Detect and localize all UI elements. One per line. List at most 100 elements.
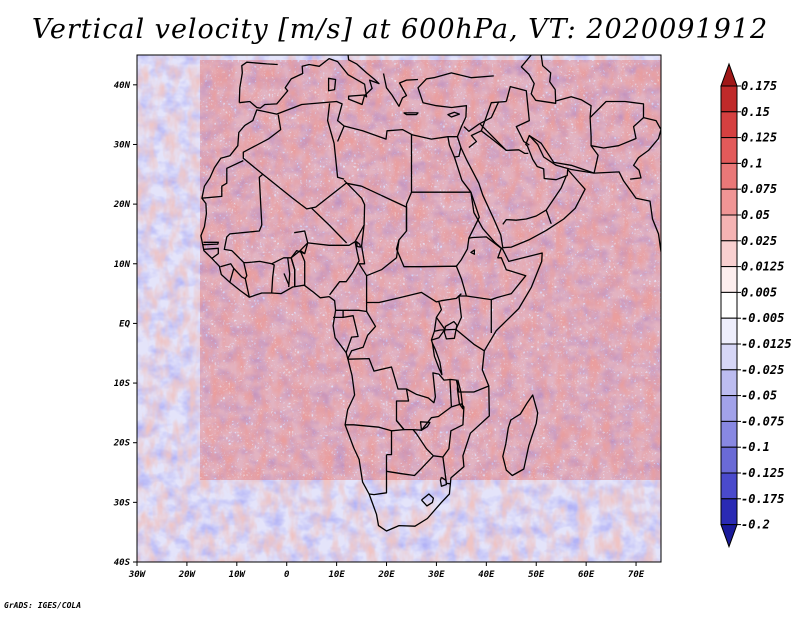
- lon-tick-label: 70E: [628, 570, 645, 580]
- lat-tick-label: 20N: [113, 200, 131, 210]
- convective-specks: [200, 60, 661, 480]
- plot-area: [137, 55, 661, 562]
- country-border: [243, 262, 248, 279]
- country-border: [491, 248, 527, 301]
- country-border: [342, 315, 359, 353]
- lake-volta: [283, 273, 290, 286]
- colorbar-segment: [720, 420, 738, 448]
- lon-tick-label: 20E: [377, 570, 395, 580]
- lat-tick-label: 30N: [113, 140, 131, 150]
- country-border: [442, 403, 465, 485]
- greece-coastline: [382, 73, 419, 107]
- colorbar-level-label: 0.175: [741, 79, 777, 93]
- country-border: [556, 96, 592, 118]
- colorbar-level-label: -0.075: [741, 414, 784, 428]
- caspian-coastline: [520, 55, 557, 104]
- country-border: [479, 123, 529, 155]
- country-border: [421, 493, 435, 507]
- colorbar-level-label: -0.2: [741, 518, 770, 532]
- lon-tick-label: 10E: [328, 570, 345, 580]
- country-border: [463, 101, 500, 132]
- colorbar-level-label: 0.025: [741, 234, 777, 248]
- map-axes: 40N 30N 20N 10N EQ 10S 20S 30S 40S 30W 20W 10W 0 10E 2…: [113, 81, 645, 580]
- madagascar-coastline: [502, 394, 539, 477]
- country-border: [406, 372, 440, 404]
- arabia-coastline: [460, 134, 661, 252]
- country-border: [505, 85, 530, 146]
- colorbar-level-label: 0.125: [741, 131, 777, 145]
- country-border: [347, 311, 377, 360]
- country-border: [455, 238, 470, 267]
- country-border: [438, 373, 490, 393]
- country-border: [335, 275, 368, 313]
- lake-tanganyika: [431, 342, 443, 376]
- country-border: [431, 317, 446, 341]
- lat-tick-label: 30S: [113, 498, 131, 508]
- lat-tick-label: 20S: [113, 439, 131, 449]
- country-border: [630, 116, 661, 180]
- colorbar-segment: [720, 446, 738, 474]
- colorbar-level-label: -0.1: [741, 440, 770, 454]
- country-border: [502, 209, 547, 225]
- colorbar-level-label: -0.05: [741, 389, 777, 403]
- country-border: [396, 378, 453, 431]
- colorbar-level-label: -0.0125: [741, 337, 792, 351]
- country-border: [361, 185, 408, 231]
- country-border: [480, 130, 507, 151]
- lat-tick-label: 40N: [114, 81, 131, 91]
- country-border: [366, 291, 462, 304]
- lake-chad: [355, 241, 362, 248]
- country-border: [299, 179, 366, 255]
- coastline-and-borders: [200, 55, 661, 532]
- country-border: [311, 207, 348, 244]
- colorbar-segment: [720, 395, 738, 422]
- colorbar-segment: [720, 214, 738, 242]
- colorbar-segment: [720, 317, 738, 345]
- country-border: [545, 209, 552, 225]
- sicily-coastline: [347, 94, 366, 106]
- country-border: [358, 224, 400, 277]
- country-border: [201, 160, 244, 199]
- iran-coastline: [528, 135, 595, 174]
- lon-tick-label: 40E: [478, 570, 495, 580]
- country-border: [258, 173, 264, 226]
- colorbar-level-label: -0.025: [741, 363, 784, 377]
- colorbar-level-label: 0.05: [741, 208, 770, 222]
- country-border: [294, 230, 309, 244]
- country-border: [439, 476, 448, 487]
- country-border: [202, 241, 219, 246]
- footer-credit: GrADS: IGES/COLA: [4, 601, 82, 610]
- colorbar-level-label: -0.125: [741, 466, 784, 480]
- colorbar-segment: [720, 291, 738, 319]
- country-border: [386, 455, 434, 477]
- country-border: [337, 125, 345, 142]
- lat-tick-label: 40S: [114, 558, 131, 568]
- country-border: [326, 103, 345, 180]
- country-border: [233, 268, 250, 298]
- crete-coastline: [403, 112, 419, 116]
- colorbar-segment: [720, 498, 738, 526]
- lake-tana: [470, 249, 476, 255]
- colorbar: 0.175 0.15 0.125 0.1 0.075 0.05 0.025 0.0125 0.0…: [720, 62, 792, 549]
- country-border: [223, 224, 305, 265]
- colorbar-segment: [720, 162, 738, 190]
- country-border: [271, 263, 275, 294]
- colorbar-level-label: 0.0125: [741, 260, 784, 274]
- country-border: [468, 100, 507, 149]
- colorbar-segment: [720, 137, 738, 164]
- country-border: [329, 241, 360, 296]
- country-border: [369, 454, 388, 496]
- lat-tick-label: EQ: [119, 319, 130, 329]
- lon-tick-label: 60E: [578, 570, 595, 580]
- country-border: [468, 191, 502, 249]
- colorbar-level-label: -0.175: [741, 492, 784, 506]
- lat-tick-label: 10S: [114, 379, 131, 389]
- colorbar-max-arrow: [720, 62, 738, 87]
- colorbar-level-label: 0.075: [741, 182, 777, 196]
- colorbar-level-label: 0.15: [741, 105, 770, 119]
- colorbar-segment: [720, 266, 738, 293]
- sinai-coastline: [447, 136, 462, 158]
- lon-tick-label: 20W: [178, 570, 197, 580]
- lat-tick-label: 10N: [114, 260, 131, 270]
- country-border: [386, 430, 393, 456]
